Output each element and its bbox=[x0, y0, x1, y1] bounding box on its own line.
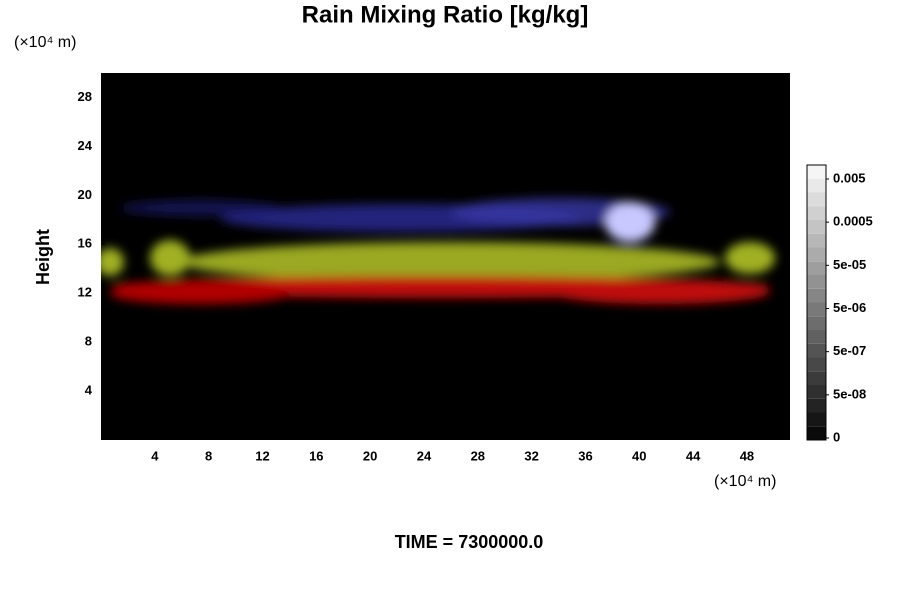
y-tick-label: 28 bbox=[78, 89, 92, 104]
colorbar-tick-label: 5e-06 bbox=[833, 300, 866, 315]
time-label: TIME = 7300000.0 bbox=[395, 532, 544, 552]
x-tick-label: 12 bbox=[255, 448, 269, 463]
colorbar-band bbox=[807, 357, 826, 372]
colorbar-band bbox=[807, 206, 826, 220]
y-tick-label: 4 bbox=[85, 383, 93, 398]
colorbar-band bbox=[807, 178, 826, 193]
colorbar-tick-label: 0.0005 bbox=[833, 214, 873, 229]
x-tick-label: 24 bbox=[417, 448, 432, 463]
y-tick-label: 24 bbox=[78, 138, 93, 153]
colorbar-band bbox=[807, 385, 826, 399]
colorbar-band bbox=[807, 316, 826, 330]
colorbar-band bbox=[807, 343, 826, 358]
colorbar-tick-label: 0.005 bbox=[833, 170, 866, 185]
colorbar-band bbox=[807, 165, 826, 179]
colorbar-tick-label: 5e-05 bbox=[833, 257, 866, 272]
colorbar-band bbox=[807, 426, 826, 440]
colorbar-band bbox=[807, 371, 826, 385]
x-tick-label: 8 bbox=[205, 448, 212, 463]
x-tick-label: 16 bbox=[309, 448, 323, 463]
volume-render bbox=[101, 198, 775, 304]
x-tick-label: 28 bbox=[471, 448, 485, 463]
colorbar-band bbox=[807, 233, 826, 248]
colorbar-band bbox=[807, 275, 826, 289]
y-unit: (×10⁴ m) bbox=[14, 34, 76, 51]
x-tick-label: 20 bbox=[363, 448, 377, 463]
colorbar-frame bbox=[806, 164, 827, 441]
y-axis-label: Height bbox=[33, 229, 53, 285]
chart-title: Rain Mixing Ratio [kg/kg] bbox=[302, 1, 589, 28]
colorbar-band bbox=[807, 220, 826, 234]
y-tick-label: 20 bbox=[78, 187, 92, 202]
x-unit: (×10⁴ m) bbox=[714, 473, 776, 490]
x-tick-label: 4 bbox=[151, 448, 159, 463]
x-tick-label: 48 bbox=[740, 448, 754, 463]
y-tick-label: 12 bbox=[78, 285, 92, 300]
colorbar-band bbox=[807, 302, 826, 317]
colorbar-band bbox=[807, 412, 826, 427]
colorbar-tick-label: 5e-08 bbox=[833, 386, 866, 401]
x-tick-label: 44 bbox=[686, 448, 701, 463]
y-tick-label: 8 bbox=[85, 334, 92, 349]
colorbar-band bbox=[807, 247, 826, 262]
colorbar-band bbox=[807, 261, 826, 275]
y-tick-label: 16 bbox=[78, 236, 92, 251]
colorbar-band bbox=[807, 192, 826, 207]
colorbar-band bbox=[807, 398, 826, 413]
x-tick-label: 32 bbox=[524, 448, 538, 463]
colorbar-tick-label: 0 bbox=[833, 429, 840, 444]
x-tick-label: 36 bbox=[578, 448, 592, 463]
colorbar-band bbox=[807, 288, 826, 303]
colorbar-tick-label: 5e-07 bbox=[833, 343, 866, 358]
colorbar-band bbox=[807, 330, 826, 344]
x-tick-label: 40 bbox=[632, 448, 646, 463]
